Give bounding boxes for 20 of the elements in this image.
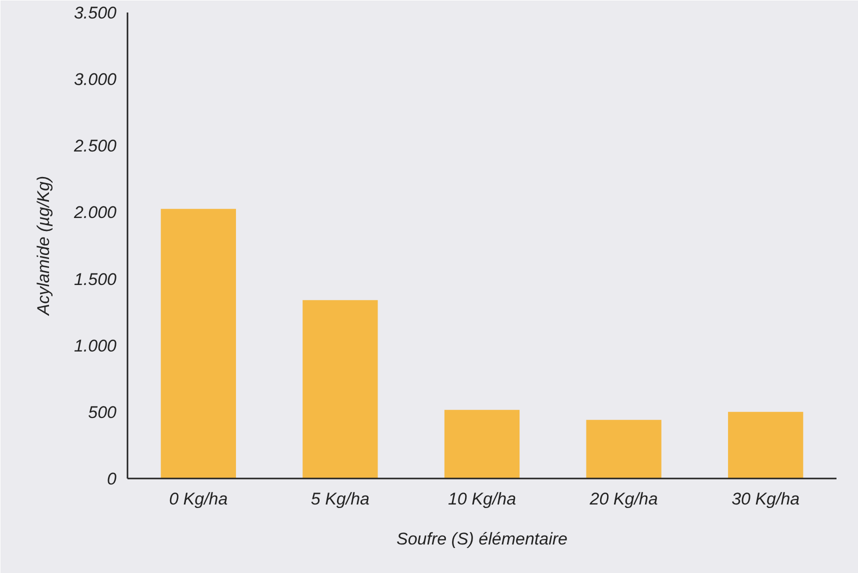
y-tick-label: 500 [88, 402, 118, 422]
bar [728, 412, 804, 478]
x-tick-label: 10 Kg/ha [448, 490, 516, 508]
y-axis-title: Acylamide (µg/Kg) [34, 176, 53, 316]
bar [444, 410, 520, 478]
y-tick-label: 3.500 [74, 4, 118, 22]
y-tick-label: 1.000 [74, 336, 118, 356]
bar [160, 208, 236, 478]
bar [302, 300, 378, 478]
x-tick-label: 0 Kg/ha [169, 490, 228, 508]
bar [586, 420, 662, 478]
x-tick-label: 5 Kg/ha [310, 490, 370, 508]
y-tick-label: 2.500 [72, 136, 118, 156]
x-tick-label: 30 Kg/ha [732, 490, 800, 508]
x-tick-label: 20 Kg/ha [588, 490, 658, 508]
y-tick-label: 2.000 [72, 203, 118, 222]
y-tick-label: 0 [107, 470, 118, 488]
y-tick-label: 3.000 [74, 70, 118, 90]
x-axis-title: Soufre (S) élémentaire [396, 530, 568, 548]
y-tick-label: 1.500 [74, 270, 118, 289]
